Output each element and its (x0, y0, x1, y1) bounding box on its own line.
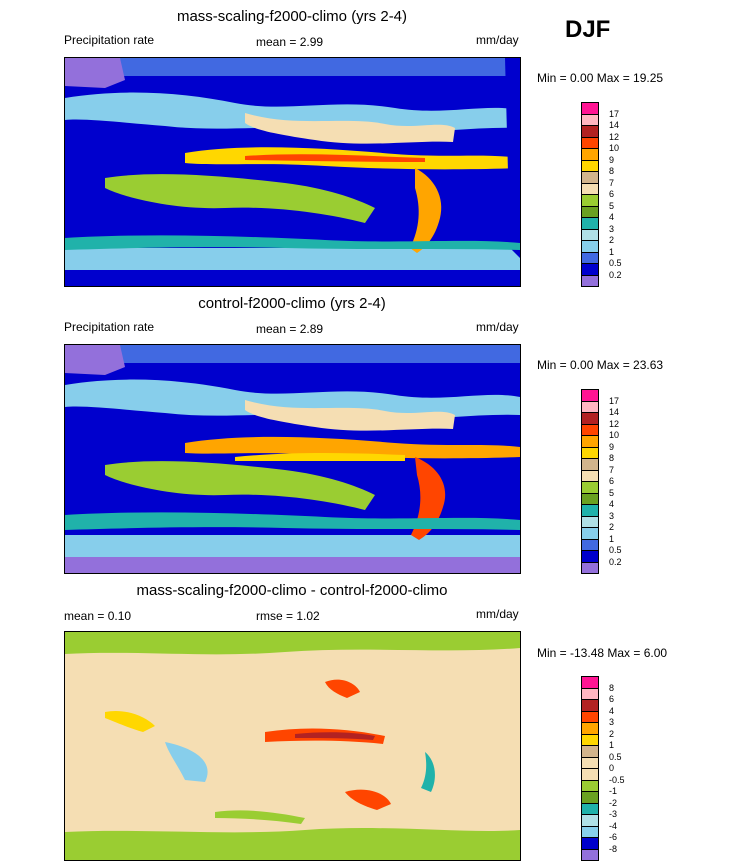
colorbar-1-tick-label: 4 (609, 212, 615, 222)
panel-1-minmax: Min = 0.00 Max = 19.25 (537, 71, 664, 85)
colorbar-3-tick-label: -4 (609, 820, 618, 831)
colorbar-2-tick-label: 1 (609, 533, 615, 544)
panel-2-colorbar: 17 14 12 10 9 8 7 6 5 4 3 2 1 0.5 0.2 (581, 389, 641, 574)
colorbar-2-tick-label: 6 (609, 476, 615, 486)
colorbar-3-tick-label: 2 (609, 728, 615, 739)
colorbar-3-tick-label: 3 (609, 717, 615, 727)
panel-3-difference-field (65, 632, 520, 860)
colorbar-2-tick-label: 9 (609, 441, 615, 452)
panel-3-minmax: Min = -13.48 Max = 6.00 (537, 646, 668, 660)
panel-1-title: mass-scaling-f2000-climo (yrs 2-4) (176, 8, 408, 25)
colorbar-3-tick-label: -0.5 (609, 774, 625, 785)
colorbar-1-tick-label: 0.2 (609, 269, 622, 280)
colorbar-2-tick-label: 17 (609, 395, 620, 406)
panel-2-mean: mean = 2.89 (256, 322, 324, 336)
panel-2-units: mm/day (476, 320, 519, 334)
colorbar-2-tick-label: 0.5 (609, 545, 622, 555)
panel-1-colorbar: 17 14 12 10 9 8 7 6 5 4 3 2 1 0.5 0.2 (581, 102, 641, 287)
colorbar-1-tick-label: 6 (609, 189, 615, 199)
colorbar-2-tick-label: 14 (609, 407, 620, 417)
colorbar-3-tick-label: 6 (609, 694, 615, 704)
colorbar-2-tick-label: 12 (609, 418, 620, 429)
panel-1-map (64, 57, 521, 287)
panel-3-rmse: rmse = 1.02 (256, 609, 320, 623)
colorbar-1-tick-label: 12 (609, 131, 620, 142)
panel-1-precip-field (65, 58, 520, 286)
colorbar-1-tick-label: 7 (609, 177, 615, 188)
colorbar-3-tick-label: 1 (609, 740, 615, 750)
colorbar-1-tick-label: 17 (609, 108, 620, 119)
colorbar-1-tick-label: 2 (609, 235, 615, 245)
colorbar-3-tick-label: 4 (609, 705, 615, 716)
colorbar-2-tick-label: 8 (609, 453, 615, 463)
colorbar-3-swatch (581, 848, 599, 861)
panel-1-mean: mean = 2.99 (256, 35, 324, 49)
colorbar-1-tick-label: 14 (609, 120, 620, 130)
colorbar-3-tick-label: -3 (609, 809, 618, 819)
panel-2-variable-label: Precipitation rate (64, 320, 155, 334)
panel-2-minmax: Min = 0.00 Max = 23.63 (537, 358, 664, 372)
panel-2-precip-field (65, 345, 520, 573)
colorbar-1-tick-label: 9 (609, 154, 615, 165)
colorbar-3-tick-label: -6 (609, 832, 618, 842)
panel-1-variable-label: Precipitation rate (64, 33, 155, 47)
colorbar-1-tick-label: 10 (609, 143, 620, 153)
colorbar-2-tick-label: 4 (609, 499, 615, 509)
panel-3-mean: mean = 0.10 (64, 609, 132, 623)
colorbar-2-tick-label: 5 (609, 487, 615, 498)
colorbar-1-tick-label: 1 (609, 246, 615, 257)
colorbar-1-tick-label: 3 (609, 223, 615, 234)
panel-3-map (64, 631, 521, 861)
colorbar-2-tick-label: 0.2 (609, 556, 622, 567)
season-label: DJF (565, 16, 611, 43)
colorbar-2-tick-label: 2 (609, 522, 615, 532)
colorbar-3-tick-label: -2 (609, 797, 618, 808)
colorbar-3-tick-label: 0.5 (609, 751, 622, 762)
colorbar-1-tick-label: 8 (609, 166, 615, 176)
colorbar-1-swatch (581, 274, 599, 287)
panel-3-units: mm/day (476, 607, 519, 621)
panel-1-units: mm/day (476, 33, 519, 47)
colorbar-3-tick-label: 0 (609, 763, 615, 773)
colorbar-3-tick-label: -1 (609, 786, 618, 796)
panel-2-map (64, 344, 521, 574)
colorbar-1-tick-label: 5 (609, 200, 615, 211)
panel-3-colorbar: 8 6 4 3 2 1 0.5 0 -0.5 -1 -2 -3 -4 -6 -8 (581, 676, 641, 861)
colorbar-3-tick-label: 8 (609, 682, 615, 693)
colorbar-2-tick-label: 10 (609, 430, 620, 440)
colorbar-3-tick-label: -8 (609, 843, 618, 854)
panel-2-title: control-f2000-climo (yrs 2-4) (198, 295, 386, 312)
colorbar-2-tick-label: 7 (609, 464, 615, 475)
colorbar-2-swatch (581, 561, 599, 574)
colorbar-2-tick-label: 3 (609, 510, 615, 521)
colorbar-1-tick-label: 0.5 (609, 258, 622, 268)
panel-3-title: mass-scaling-f2000-climo - control-f2000… (136, 582, 448, 599)
